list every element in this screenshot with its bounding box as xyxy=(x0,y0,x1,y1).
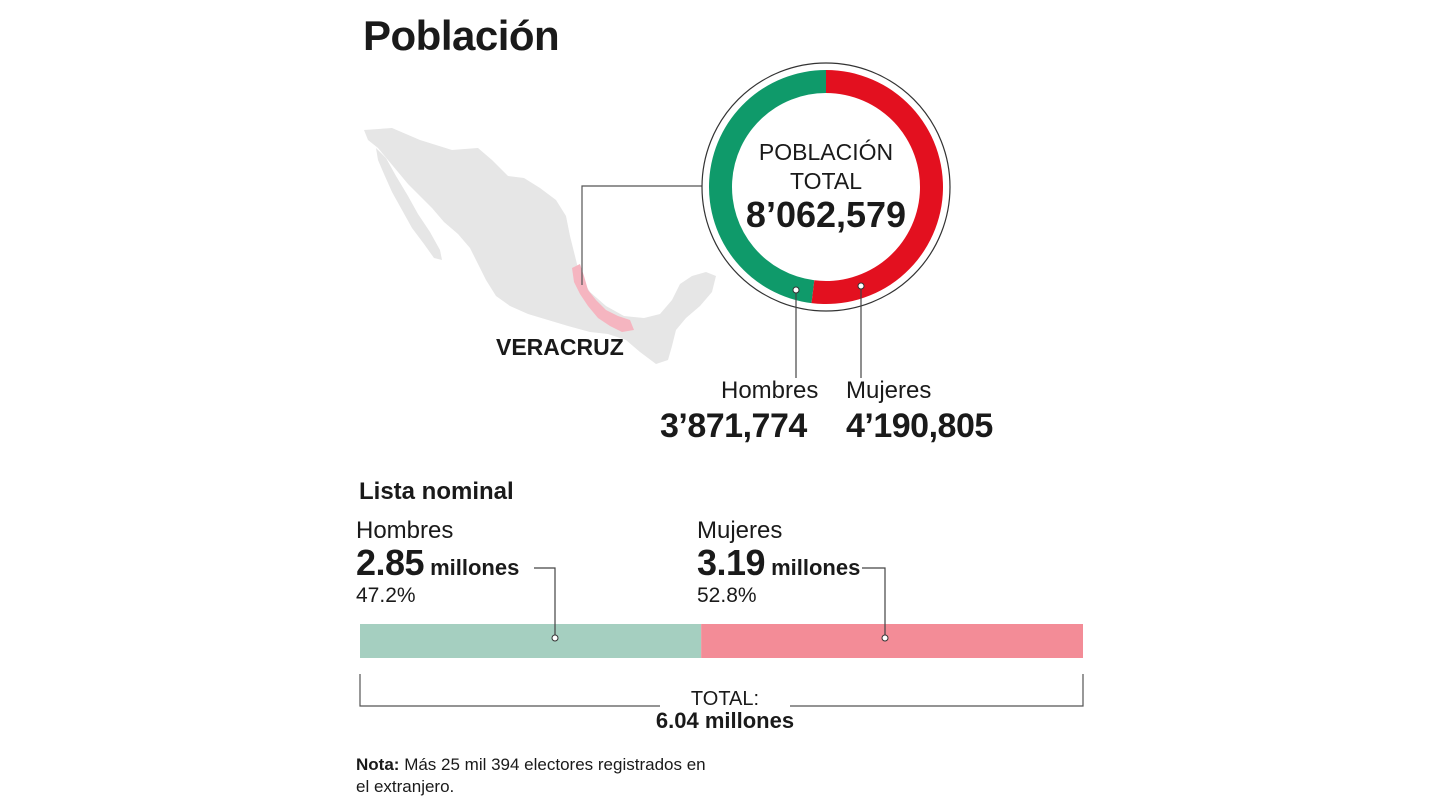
total-value: 6.04 millones xyxy=(655,708,795,733)
donut-leader-lines xyxy=(792,282,865,378)
mujeres-bar-leader xyxy=(862,567,886,638)
bar-mujeres-value: 3.19 xyxy=(697,542,766,583)
mujeres-legend-value: 4’190,805 xyxy=(846,407,993,445)
population-total-value: 8’062,579 xyxy=(745,194,907,235)
hombres-bar-dot xyxy=(551,634,559,642)
bar-hombres-value: 2.85 xyxy=(356,542,425,583)
hombres-leader-dot xyxy=(792,286,800,294)
total-label: TOTAL: xyxy=(660,688,790,711)
hombres-legend-value: 3’871,774 xyxy=(660,407,807,445)
bar-mujeres-unit: millones xyxy=(771,555,861,580)
state-label: VERACRUZ xyxy=(496,334,624,360)
page-title: Población xyxy=(363,12,560,59)
lista-nominal-bar xyxy=(360,567,1083,658)
donut-slice-hombres xyxy=(708,70,826,304)
bar-mujeres-percent: 52.8% xyxy=(697,584,757,607)
lista-nominal-title: Lista nominal xyxy=(359,478,514,505)
mexico-mainland xyxy=(364,128,716,364)
hombres-legend-label: Hombres xyxy=(721,377,819,404)
footnote-label: Nota: xyxy=(356,755,400,774)
bar-segment-mujeres xyxy=(701,624,1083,658)
veracruz-highlight xyxy=(572,264,634,332)
bar-hombres-label: Hombres xyxy=(356,517,454,544)
footnote-text: Más 25 mil 394 electores registrados en … xyxy=(356,755,706,796)
donut-outer-ring xyxy=(701,62,951,312)
map-connector-line xyxy=(581,185,702,285)
bar-hombres-value-group: 2.85 millones xyxy=(356,542,519,584)
mexico-map xyxy=(364,128,716,364)
hombres-bar-leader xyxy=(534,567,556,638)
bar-mujeres-value-group: 3.19 millones xyxy=(697,542,860,584)
donut-slice-mujeres xyxy=(811,70,943,304)
mujeres-leader-dot xyxy=(857,282,865,290)
population-donut xyxy=(701,62,951,312)
mujeres-legend-label: Mujeres xyxy=(846,377,932,404)
bar-segment-hombres xyxy=(360,624,702,658)
mujeres-bar-dot xyxy=(881,634,889,642)
bar-hombres-percent: 47.2% xyxy=(356,584,416,607)
bar-mujeres-label: Mujeres xyxy=(697,517,783,544)
baja-california xyxy=(376,148,442,260)
bar-hombres-unit: millones xyxy=(430,555,520,580)
donut-label-line2: TOTAL xyxy=(790,168,862,194)
donut-label-line1: POBLACIÓN xyxy=(758,139,894,165)
footnote: Nota: Más 25 mil 394 electores registrad… xyxy=(356,754,716,798)
